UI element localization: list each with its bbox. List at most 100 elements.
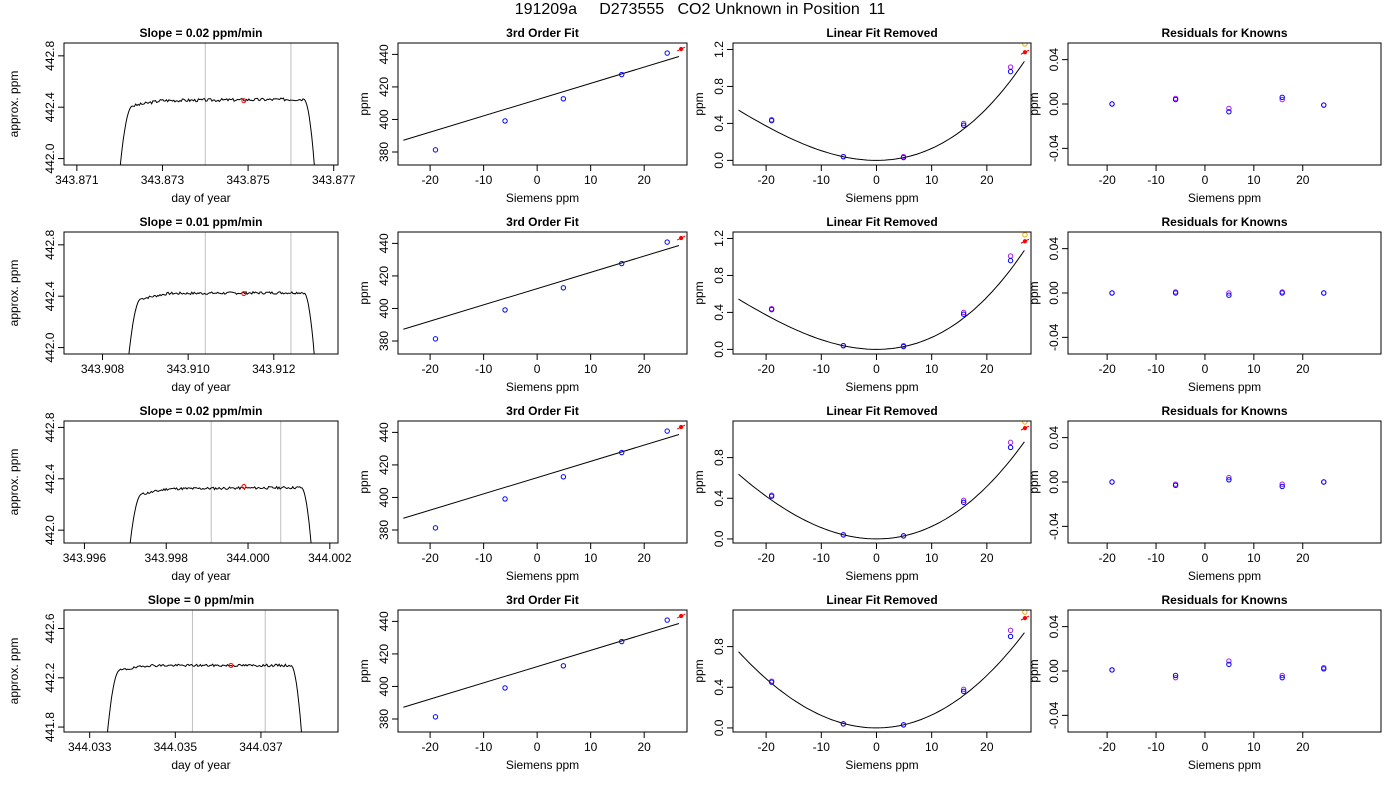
unknown-point bbox=[241, 291, 247, 297]
unknown-marker bbox=[1020, 425, 1030, 431]
y-tick-label: 0.00 bbox=[1047, 92, 1061, 116]
known-point bbox=[1007, 439, 1014, 446]
plot-area bbox=[403, 424, 686, 531]
known-point bbox=[1321, 479, 1327, 485]
x-tick-label: -10 bbox=[1147, 551, 1165, 565]
x-tick-label: 0 bbox=[534, 173, 541, 187]
x-tick-label: 10 bbox=[584, 362, 598, 376]
x-axis-label: Siemens ppm bbox=[845, 758, 918, 772]
x-tick-label: 20 bbox=[1296, 173, 1310, 187]
known-point bbox=[1109, 667, 1115, 673]
fit-curve bbox=[738, 61, 1025, 161]
unknown-point bbox=[1022, 232, 1028, 238]
x-axis-label: Siemens ppm bbox=[506, 758, 579, 772]
plot-frame bbox=[63, 42, 339, 166]
panel-r2-c3: Residuals for Knowns Siemens ppm ppm -20 -10… bbox=[1027, 404, 1382, 583]
x-tick-label: 0 bbox=[534, 740, 541, 754]
panel-title: Linear Fit Removed bbox=[826, 215, 937, 229]
unknown-marker bbox=[676, 235, 686, 241]
known-point bbox=[900, 343, 907, 350]
x-tick-label: 343.873 bbox=[141, 173, 185, 187]
known-point bbox=[1279, 674, 1285, 681]
x-tick-label: 0 bbox=[873, 551, 880, 565]
data-line bbox=[129, 485, 312, 543]
known-point bbox=[560, 663, 567, 669]
y-tick-label: 1.2 bbox=[712, 41, 726, 58]
unknown-marker bbox=[676, 424, 686, 430]
x-tick-label: -10 bbox=[813, 551, 831, 565]
y-tick-label: 0.00 bbox=[1047, 281, 1061, 305]
y-axis-label: ppm bbox=[1027, 92, 1041, 115]
x-tick-label: 0 bbox=[1202, 740, 1209, 754]
x-tick-label: 10 bbox=[584, 551, 598, 565]
x-tick-label: 343.908 bbox=[81, 362, 125, 376]
panel-title: Linear Fit Removed bbox=[826, 26, 937, 40]
x-tick-label: 20 bbox=[638, 551, 652, 565]
x-tick-label: 343.871 bbox=[55, 173, 99, 187]
x-tick-label: 343.910 bbox=[166, 362, 210, 376]
plot-frame bbox=[397, 231, 688, 355]
known-point bbox=[619, 449, 625, 456]
known-point bbox=[840, 153, 847, 160]
known-point bbox=[560, 285, 567, 291]
known-point bbox=[960, 120, 967, 127]
x-tick-label: -10 bbox=[475, 362, 493, 376]
known-point bbox=[1109, 290, 1115, 296]
y-tick-label: 442.8 bbox=[43, 41, 57, 71]
y-tick-label: 440 bbox=[377, 422, 391, 442]
plot-frame bbox=[397, 42, 688, 166]
x-tick-label: 10 bbox=[1247, 551, 1261, 565]
x-axis-label: Siemens ppm bbox=[506, 191, 579, 205]
y-tick-label: 400 bbox=[377, 109, 391, 129]
x-tick-label: -20 bbox=[421, 740, 439, 754]
known-point bbox=[502, 685, 508, 691]
y-tick-label: 0.8 bbox=[712, 267, 726, 284]
known-point bbox=[664, 617, 670, 623]
known-point bbox=[840, 532, 847, 538]
x-tick-label: -20 bbox=[1098, 740, 1116, 754]
known-point bbox=[1226, 292, 1232, 298]
panel-r2-c0: Slope = 0.02 ppm/min day of year approx. p… bbox=[7, 404, 352, 583]
known-point bbox=[1226, 661, 1232, 668]
panel-title: Slope = 0.01 ppm/min bbox=[139, 215, 262, 229]
y-tick-label: 441.8 bbox=[43, 712, 57, 742]
x-tick-label: 20 bbox=[1296, 551, 1310, 565]
plot-frame bbox=[1067, 42, 1382, 166]
known-point bbox=[1226, 290, 1232, 296]
x-tick-label: 10 bbox=[1247, 740, 1261, 754]
known-point bbox=[1321, 102, 1327, 108]
x-tick-label: 20 bbox=[638, 362, 652, 376]
y-tick-label: 442.4 bbox=[43, 281, 57, 311]
plot-area bbox=[119, 43, 315, 165]
known-point bbox=[1226, 477, 1232, 483]
y-axis-label: ppm bbox=[1027, 281, 1041, 304]
panel-title: Slope = 0.02 ppm/min bbox=[139, 26, 262, 40]
x-tick-label: -20 bbox=[757, 551, 775, 565]
y-axis-label: ppm bbox=[357, 659, 371, 682]
x-tick-label: 0 bbox=[1202, 362, 1209, 376]
y-axis-label: ppm bbox=[1027, 659, 1041, 682]
known-point bbox=[1226, 109, 1232, 115]
known-point bbox=[619, 260, 625, 267]
panel-title: 3rd Order Fit bbox=[506, 404, 579, 418]
data-line bbox=[119, 97, 315, 165]
x-tick-label: 344.035 bbox=[154, 740, 198, 754]
y-tick-label: -0.04 bbox=[1047, 701, 1061, 729]
x-tick-label: 20 bbox=[980, 362, 994, 376]
panel-r0-c0: Slope = 0.02 ppm/min day of year approx. p… bbox=[7, 26, 356, 205]
y-axis-label: ppm bbox=[357, 92, 371, 115]
panel-title: 3rd Order Fit bbox=[506, 26, 579, 40]
y-tick-label: 442.4 bbox=[43, 92, 57, 122]
x-axis-label: Siemens ppm bbox=[1188, 191, 1261, 205]
x-axis-label: day of year bbox=[171, 758, 230, 772]
unknown-marker bbox=[676, 613, 686, 619]
known-point bbox=[1007, 627, 1014, 634]
x-axis-label: Siemens ppm bbox=[1188, 758, 1261, 772]
x-tick-label: 0 bbox=[1202, 551, 1209, 565]
known-point bbox=[768, 679, 775, 685]
known-point bbox=[900, 722, 907, 728]
known-point bbox=[502, 496, 508, 502]
panel-r3-c0: Slope = 0 ppm/min day of year approx. ppm 3… bbox=[7, 593, 339, 772]
y-tick-label: 442.6 bbox=[43, 613, 57, 643]
y-tick-label: -0.04 bbox=[1047, 323, 1061, 351]
